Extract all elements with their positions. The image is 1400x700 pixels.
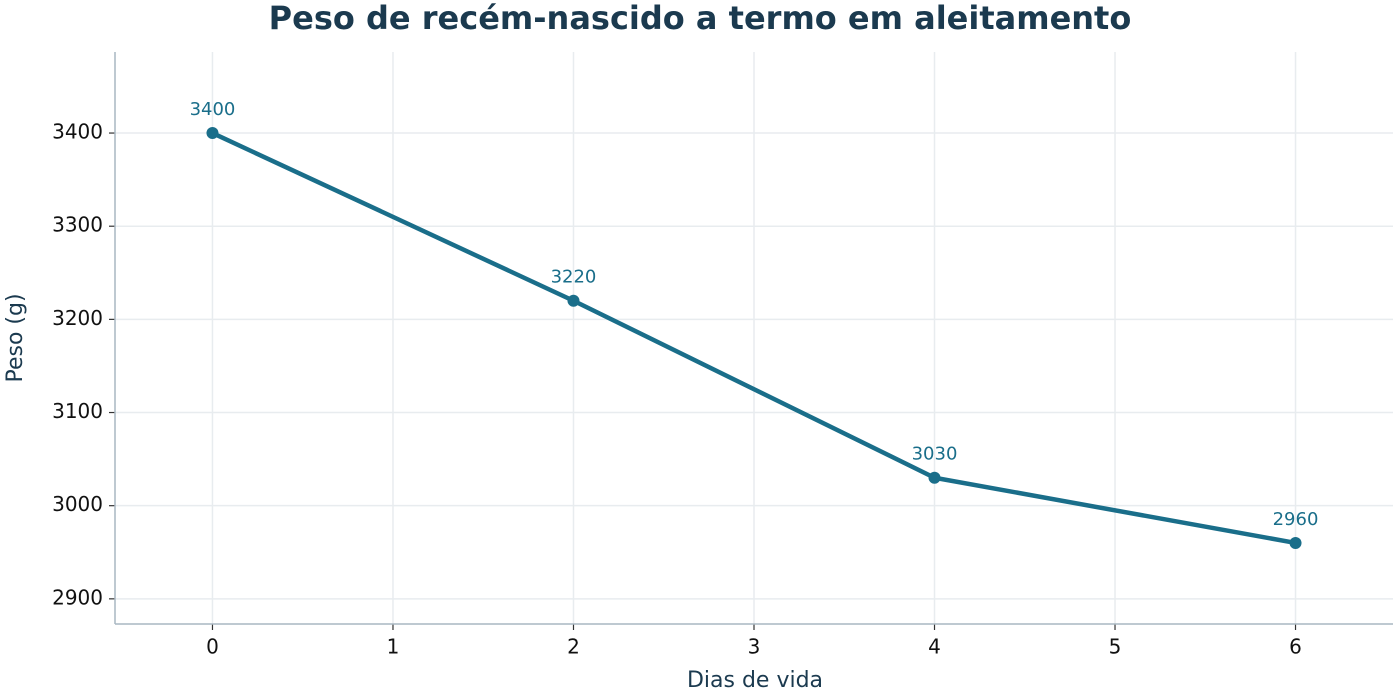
y-tick-label: 3300: [52, 213, 103, 237]
y-tick-label: 3400: [52, 120, 103, 144]
x-tick-label: 5: [1109, 635, 1122, 659]
data-label: 3220: [551, 267, 597, 288]
x-tick-label: 0: [206, 635, 219, 659]
y-axis-label: Peso (g): [3, 293, 28, 382]
y-tick-label: 3200: [52, 306, 103, 330]
data-label: 3030: [912, 444, 958, 465]
chart-title: Peso de recém-nascido a termo em aleitam…: [269, 0, 1132, 37]
data-point: [567, 294, 580, 307]
x-tick-label: 1: [387, 635, 400, 659]
y-tick-label: 3100: [52, 399, 103, 423]
x-axis-label: Dias de vida: [687, 668, 823, 693]
data-point: [1289, 536, 1302, 549]
x-tick-label: 4: [928, 635, 941, 659]
x-tick-label: 6: [1289, 635, 1302, 659]
data-line: [211, 131, 1296, 546]
data-point: [206, 127, 219, 140]
data-label: 3400: [190, 99, 236, 120]
y-tick-label: 2900: [52, 585, 103, 609]
data-point: [928, 471, 941, 484]
x-tick-label: 3: [748, 635, 761, 659]
y-tick-label: 3000: [52, 492, 103, 516]
data-label: 2960: [1273, 509, 1319, 530]
x-tick-label: 2: [567, 635, 580, 659]
